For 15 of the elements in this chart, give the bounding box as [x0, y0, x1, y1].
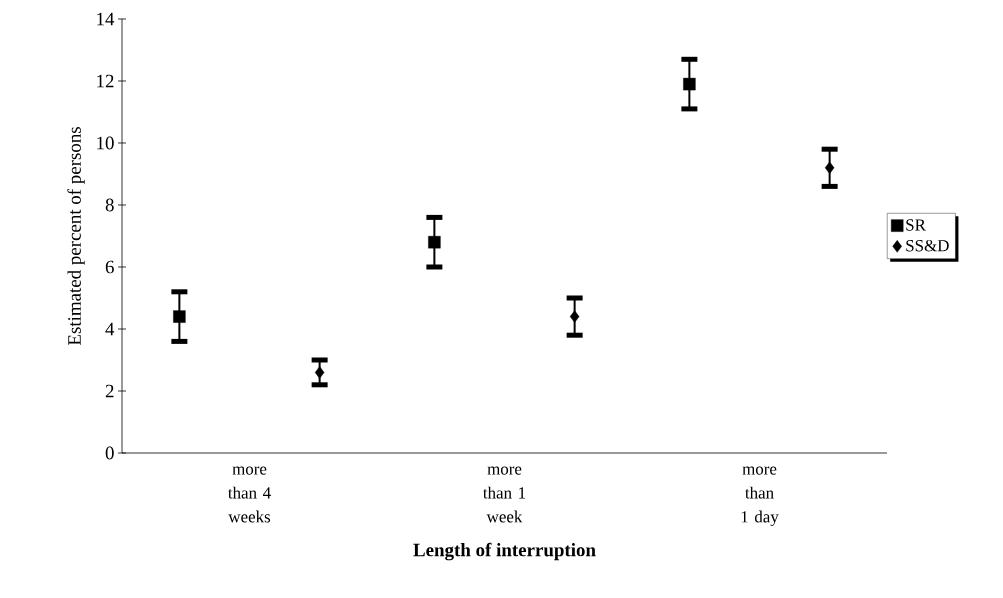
- y-tick-label: 14: [97, 12, 115, 26]
- y-tick-label: 4: [105, 322, 115, 336]
- x-tick-label: more than 1 week: [483, 466, 526, 523]
- x-tick-label: more than 4 weeks: [228, 466, 271, 523]
- y-tick-label: 8: [105, 198, 114, 212]
- y-axis-title: Estimated percent of persons: [67, 127, 85, 346]
- y-tick-label: 2: [105, 384, 114, 398]
- y-tick-label: 10: [97, 136, 114, 150]
- x-tick-label: more than 1 day: [741, 466, 779, 526]
- legend-label: SR: [906, 219, 926, 231]
- x-axis-title: Length of interruption: [413, 542, 596, 561]
- legend-label: SS&D: [906, 239, 949, 252]
- y-tick-label: 6: [105, 260, 114, 274]
- y-tick-label: 0: [105, 446, 114, 460]
- y-tick-label: 12: [97, 74, 114, 88]
